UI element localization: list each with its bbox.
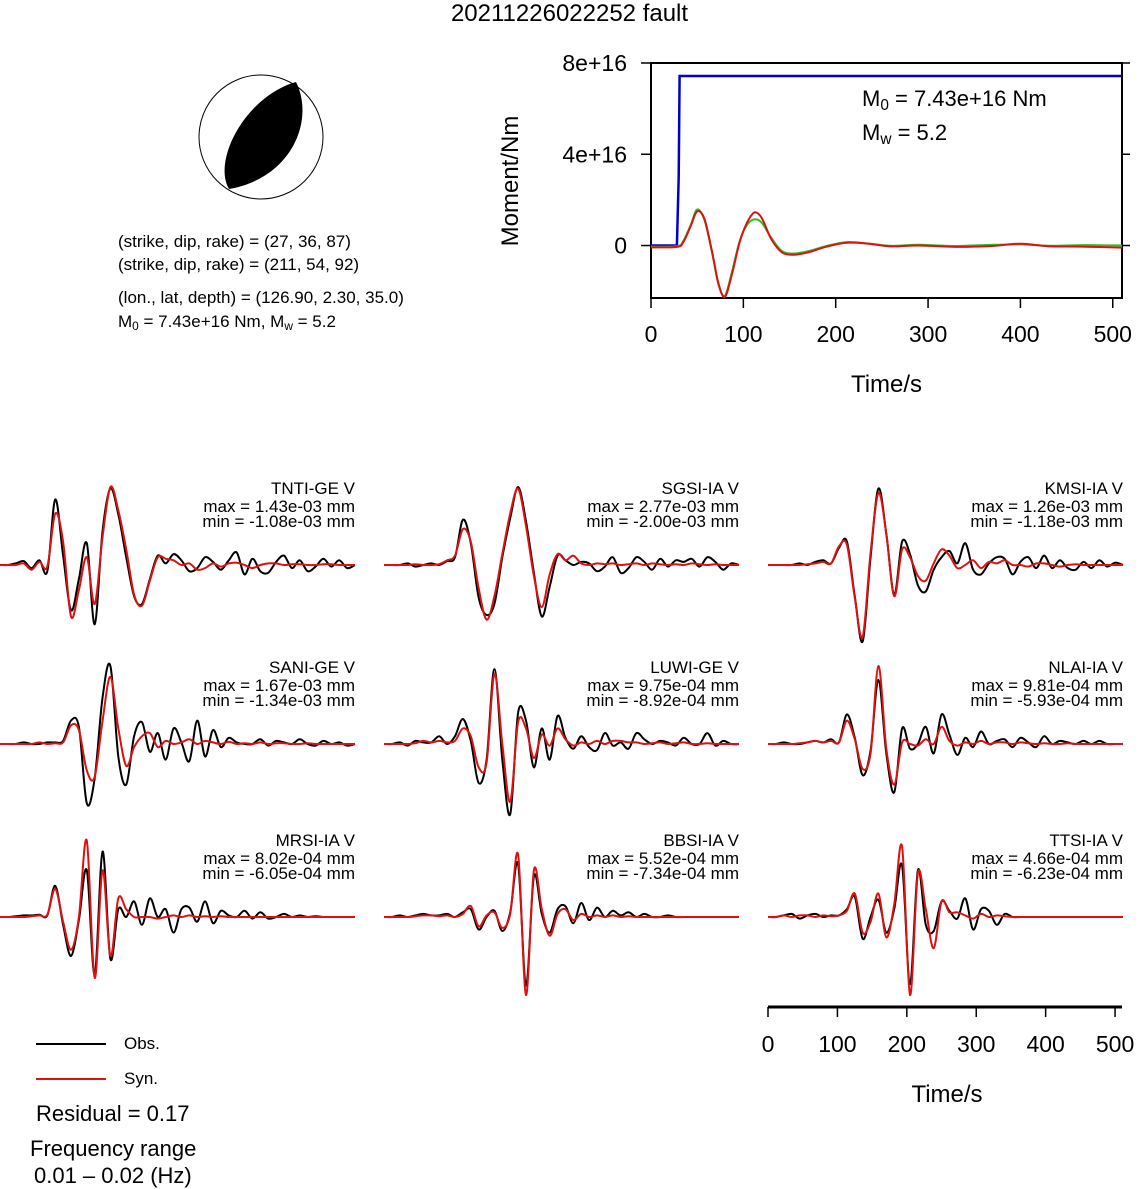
synthetic-trace — [0, 675, 355, 782]
frequency-range-label: Frequency range — [30, 1136, 197, 1161]
synthetic-trace — [768, 664, 1123, 786]
station-max: max = 5.52e-04 mm — [587, 849, 739, 868]
moment-x-tick-label: 300 — [909, 321, 947, 347]
station-min: min = -1.34e-03 mm — [202, 691, 355, 710]
bottom-axis-tick-label: 400 — [1026, 1031, 1064, 1057]
frequency-range-value: 0.01 – 0.02 (Hz) — [34, 1163, 192, 1188]
station-max: max = 2.77e-03 mm — [587, 497, 739, 516]
moment-x-tick-label: 100 — [724, 321, 762, 347]
station-max: max = 9.75e-04 mm — [587, 676, 739, 695]
station-max: max = 1.67e-03 mm — [203, 676, 355, 695]
station-min: min = -5.93e-04 mm — [970, 691, 1123, 710]
station-min: min = -7.34e-04 mm — [586, 864, 739, 883]
moment-chart: 0 100 200 300 400 500 0 4e+16 8e+16 Time/s Moment/… — [497, 50, 1132, 398]
moment-plot-frame — [650, 62, 1123, 299]
station-max: max = 9.81e-04 mm — [971, 676, 1123, 695]
station-max: max = 1.26e-03 mm — [971, 497, 1123, 516]
legend — [36, 1043, 106, 1080]
station-name: KMSI-IA V — [1045, 479, 1124, 498]
moment-annotation-m0: M0 = 7.43e+16 Nm — [862, 86, 1047, 114]
moment-annotation-mw: Mw = 5.2 — [862, 120, 948, 148]
bottom-axis-tick-label: 500 — [1096, 1031, 1134, 1057]
legend-obs-label: Obs. — [124, 1034, 160, 1053]
synthetic-trace — [0, 485, 355, 620]
station-min: min = -1.08e-03 mm — [202, 512, 355, 531]
synthetic-trace — [767, 492, 1123, 639]
moment-magnitude-summary: M0 = 7.43e+16 Nm, Mw = 5.2 — [118, 312, 336, 333]
bottom-axis-tick-label: 100 — [818, 1031, 856, 1057]
station-min: min = -6.23e-04 mm — [970, 864, 1123, 883]
synthetic-trace — [767, 843, 1123, 997]
moment-series-line — [650, 210, 1123, 299]
station-name: MRSI-IA V — [276, 831, 356, 850]
residual-label: Residual = 0.17 — [36, 1101, 190, 1126]
synthetic-trace — [384, 672, 739, 803]
bottom-axis-tick-label: 300 — [957, 1031, 995, 1057]
moment-x-tick-label: 400 — [1001, 321, 1039, 347]
moment-series-line — [650, 208, 1123, 298]
synthetic-trace — [384, 851, 739, 997]
station-name: SANI-GE V — [269, 658, 356, 677]
beach-ball-compressional-quadrant — [224, 82, 303, 189]
moment-x-axis-label: Time/s — [851, 371, 922, 398]
station-min: min = -6.05e-04 mm — [202, 864, 355, 883]
bottom-axis-tick-label: 200 — [888, 1031, 926, 1057]
station-name: TNTI-GE V — [271, 479, 356, 498]
station-name: LUWI-GE V — [650, 658, 739, 677]
station-name: NLAI-IA V — [1048, 658, 1123, 677]
station-min: min = -8.92e-04 mm — [586, 691, 739, 710]
station-name: SGSI-IA V — [662, 479, 740, 498]
bottom-time-axis: 0 100 200 300 400 500 Time/s — [762, 1005, 1134, 1108]
moment-y-tick-label: 8e+16 — [562, 50, 627, 76]
moment-y-tick-label: 0 — [614, 233, 627, 259]
station-max: max = 1.43e-03 mm — [203, 497, 355, 516]
synthetic-trace — [383, 487, 739, 621]
station-name: BBSI-IA V — [663, 831, 739, 850]
location-depth: (lon., lat, depth) = (126.90, 2.30, 35.0… — [118, 288, 404, 307]
bottom-axis-label: Time/s — [911, 1081, 982, 1108]
moment-x-tick-label: 500 — [1094, 321, 1132, 347]
legend-syn-label: Syn. — [124, 1069, 159, 1088]
page-title: 20211226022252 fault — [450, 0, 689, 27]
moment-x-tick-label: 0 — [645, 321, 658, 347]
station-max: max = 4.66e-04 mm — [971, 849, 1123, 868]
station-min: min = -2.00e-03 mm — [586, 512, 739, 531]
station-max: max = 8.02e-04 mm — [203, 849, 355, 868]
moment-x-tick-label: 200 — [817, 321, 855, 347]
station-name: TTSI-IA V — [1049, 831, 1123, 850]
nodal-plane-2: (strike, dip, rake) = (211, 54, 92) — [118, 255, 360, 274]
moment-y-tick-label: 4e+16 — [562, 141, 627, 167]
bottom-axis-tick-label: 0 — [762, 1031, 775, 1057]
station-min: min = -1.18e-03 mm — [970, 512, 1123, 531]
synthetic-trace — [0, 838, 355, 979]
moment-series-line — [651, 74, 1122, 247]
beach-ball — [198, 74, 324, 200]
nodal-plane-1: (strike, dip, rake) = (27, 36, 87) — [118, 232, 351, 251]
moment-y-axis-label: Moment/Nm — [497, 116, 524, 247]
